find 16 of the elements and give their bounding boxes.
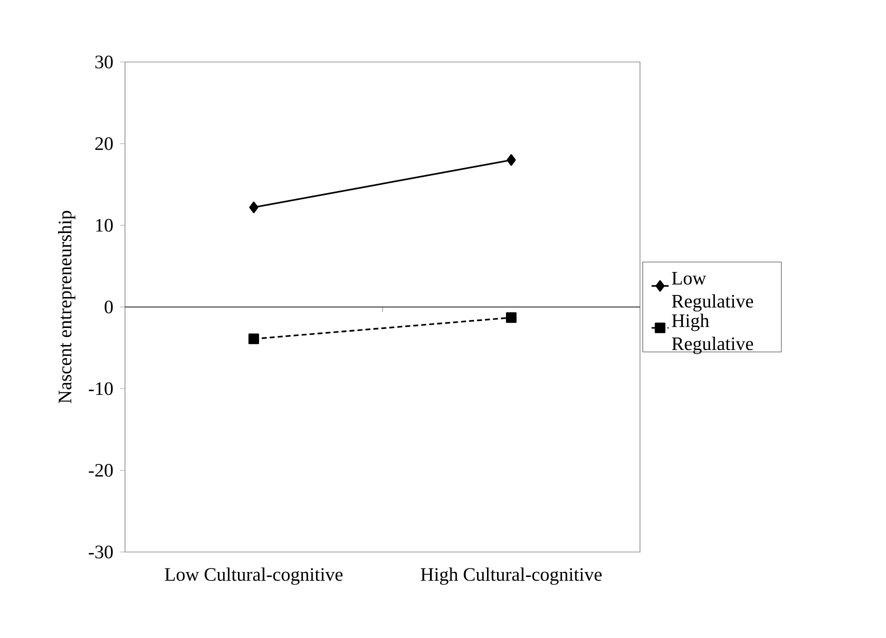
y-tick-label: 30 [95, 56, 113, 68]
y-axis-title: Nascent entrepreneurship [58, 210, 76, 404]
point [248, 334, 260, 344]
point [249, 202, 258, 214]
legend-label: Low Regulative [672, 272, 754, 312]
y-tick-label: -20 [88, 464, 113, 477]
x-tick-label: High Cultural-cognitive [420, 568, 602, 585]
y-tick-label: 20 [95, 137, 113, 150]
legend-label: High Regulative [672, 314, 754, 354]
x-tick-label: Low Cultural-cognitive [164, 568, 343, 585]
y-tick-label: 0 [104, 300, 113, 314]
y-tick-label: 10 [96, 218, 113, 232]
point [506, 312, 517, 323]
point [506, 154, 516, 166]
y-tick-label: -30 [88, 546, 113, 558]
y-tick-label: -10 [88, 382, 113, 396]
